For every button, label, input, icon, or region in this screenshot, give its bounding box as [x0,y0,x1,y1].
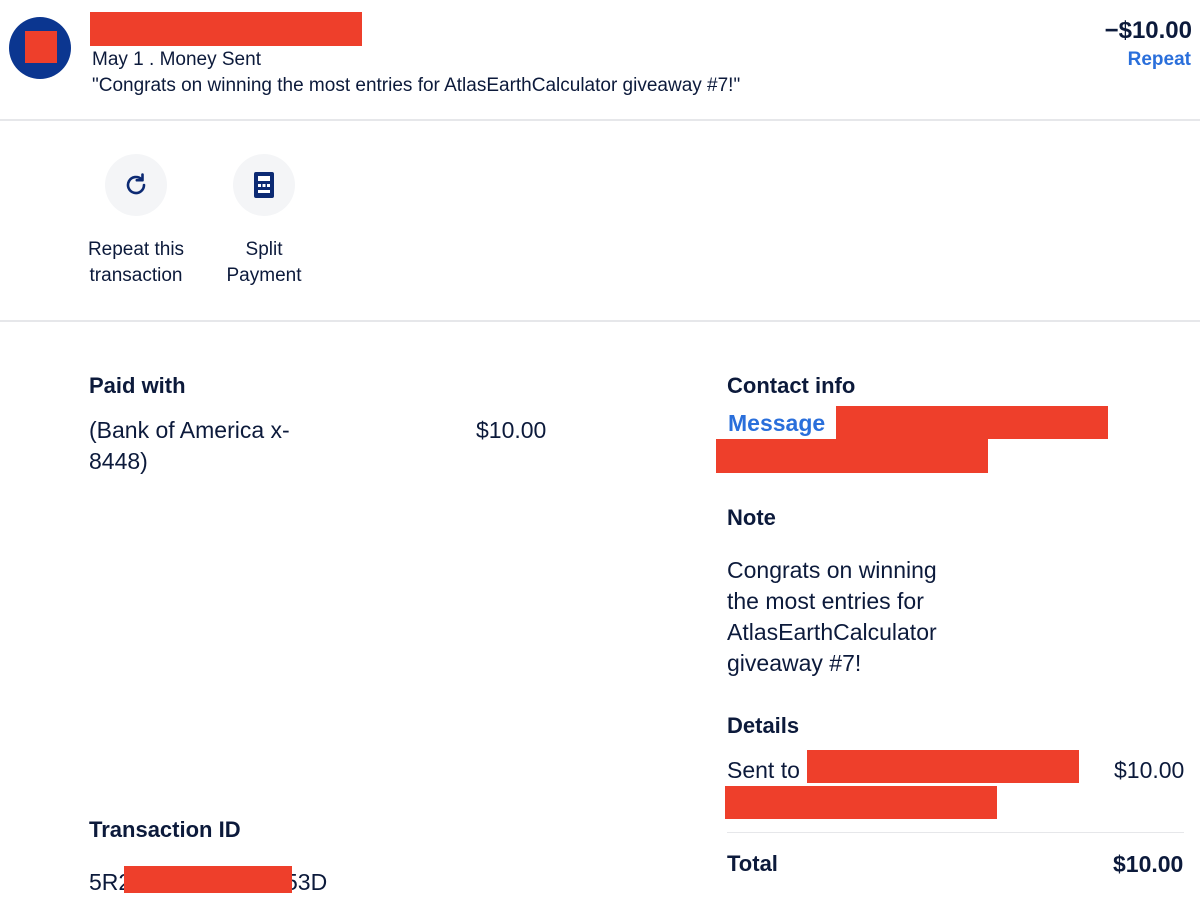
total-amount: $10.00 [1113,851,1184,877]
action-bar: Repeat this transaction Split Payment [0,123,1200,322]
transaction-header: May 1 . Money Sent "Congrats on winning … [0,0,1200,121]
transaction-id-suffix: 53D [285,869,328,895]
contact-info-heading: Contact info [727,373,856,398]
transaction-date-type: May 1 . Money Sent [92,49,261,70]
note-text: Congrats on winning the most entries for… [727,557,937,676]
avatar [9,17,71,79]
split-payment-label: Split Payment [226,239,302,286]
details-heading: Details [727,713,800,738]
paid-amount: $10.00 [476,417,547,443]
transaction-message: "Congrats on winning the most entries fo… [92,75,741,96]
transaction-amount: −$10.00 [1104,17,1192,44]
avatar-redaction [25,31,57,63]
payment-source: (Bank of America x- 8448) [89,417,290,474]
details-divider [727,832,1184,833]
contact-email-redaction [716,439,988,473]
repeat-transaction-button[interactable]: Repeat this transaction [71,123,201,289]
repeat-icon [105,154,167,216]
repeat-transaction-label: Repeat this transaction [87,239,185,286]
sent-to-email-redaction [725,786,997,819]
calculator-icon [233,154,295,216]
transaction-id-redaction [124,866,292,893]
total-label: Total [727,851,778,876]
sent-to-name-redaction [807,750,1079,783]
sent-to-label: Sent to [727,757,800,783]
contact-name-redaction [836,406,1108,439]
recipient-name-redaction [90,12,362,46]
split-payment-button[interactable]: Split Payment [199,123,329,289]
message-link[interactable]: Message [728,410,826,436]
transaction-id-heading: Transaction ID [89,817,241,842]
paid-with-heading: Paid with [89,373,186,398]
sent-to-amount: $10.00 [1114,757,1185,783]
note-heading: Note [727,505,776,530]
repeat-link[interactable]: Repeat [1127,49,1191,70]
